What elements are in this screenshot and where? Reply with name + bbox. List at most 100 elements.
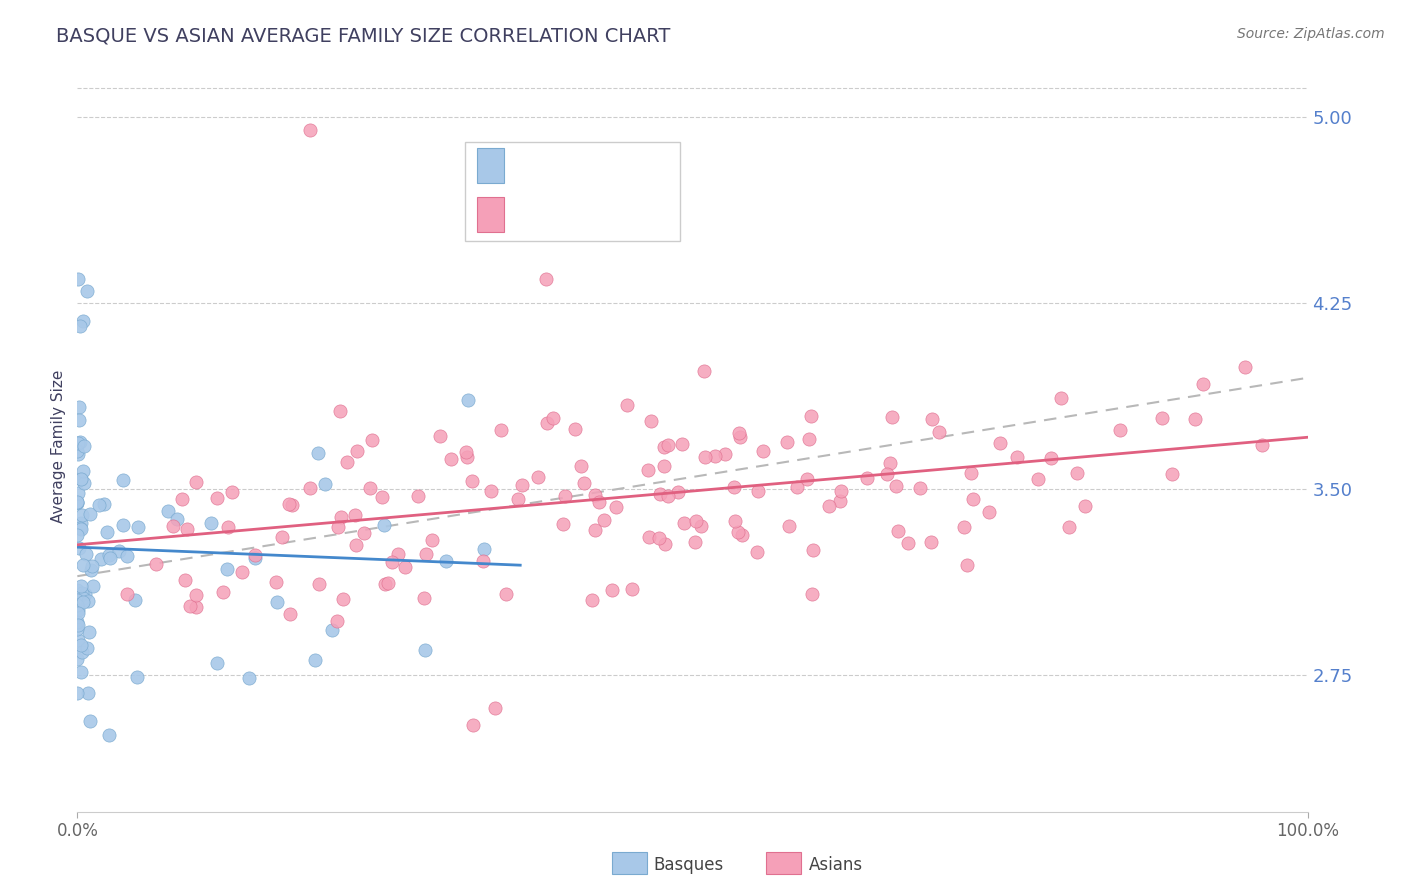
Point [70, 522, 93, 536]
Point [67, 541, 90, 555]
Point [98, 728, 121, 742]
Point [693, 364, 716, 378]
Point [184, 589, 207, 603]
Point [456, 450, 478, 464]
Point [415, 547, 437, 561]
Point [66, 444, 89, 458]
Point [66, 495, 89, 509]
Point [1039, 451, 1062, 466]
Point [264, 575, 287, 590]
Point [77, 593, 100, 607]
Point [329, 403, 352, 417]
Point [374, 577, 396, 591]
Point [377, 575, 399, 590]
Point [776, 434, 799, 449]
Point [800, 409, 823, 424]
Text: 149: 149 [631, 205, 672, 225]
Point [217, 520, 239, 534]
Point [215, 562, 238, 576]
Point [127, 670, 149, 684]
Point [652, 459, 675, 474]
Point [373, 518, 395, 533]
Point [588, 495, 610, 509]
Point [67, 413, 90, 427]
Point [170, 491, 193, 506]
Point [115, 587, 138, 601]
Point [69, 318, 91, 333]
Point [70, 508, 93, 523]
Point [1109, 423, 1132, 437]
Point [67, 400, 90, 414]
Point [75, 587, 97, 601]
Point [174, 573, 197, 587]
Point [270, 530, 292, 544]
Point [93, 497, 115, 511]
Point [1184, 412, 1206, 426]
Point [200, 516, 222, 531]
Point [650, 486, 672, 500]
Point [471, 554, 494, 568]
Point [797, 433, 820, 447]
Point [648, 532, 671, 546]
Point [70, 472, 93, 486]
Point [1005, 450, 1028, 464]
Point [67, 447, 90, 461]
Point [728, 430, 751, 444]
Point [654, 537, 676, 551]
Point [70, 645, 93, 659]
Point [856, 471, 879, 485]
Point [1251, 437, 1274, 451]
Point [495, 587, 517, 601]
Point [75, 547, 97, 561]
Point [727, 425, 749, 440]
Point [522, 180, 544, 194]
FancyBboxPatch shape [477, 147, 505, 183]
Point [727, 524, 749, 539]
Point [387, 547, 409, 561]
Point [747, 545, 769, 559]
Point [921, 411, 943, 425]
Point [583, 488, 606, 502]
Point [406, 489, 429, 503]
Point [551, 517, 574, 532]
Point [112, 518, 135, 533]
Point [574, 475, 596, 490]
Point [541, 410, 564, 425]
Point [308, 577, 330, 591]
Point [714, 447, 737, 461]
Point [307, 446, 329, 460]
Point [66, 583, 89, 598]
Point [884, 479, 907, 493]
Y-axis label: Average Family Size: Average Family Size [51, 369, 66, 523]
Point [830, 483, 852, 498]
Text: R =: R = [516, 205, 560, 225]
Point [412, 591, 434, 605]
FancyBboxPatch shape [477, 197, 505, 233]
Point [666, 485, 689, 500]
Point [67, 271, 90, 285]
Point [66, 598, 89, 612]
Point [162, 519, 184, 533]
Point [66, 622, 89, 636]
Text: Basques: Basques [654, 856, 724, 874]
Point [69, 435, 91, 450]
Point [205, 656, 228, 670]
Point [69, 521, 91, 535]
Text: BASQUE VS ASIAN AVERAGE FAMILY SIZE CORRELATION CHART: BASQUE VS ASIAN AVERAGE FAMILY SIZE CORR… [56, 27, 671, 45]
Point [434, 554, 457, 568]
Point [72, 558, 94, 572]
Text: 0.104: 0.104 [551, 155, 613, 175]
Point [69, 516, 91, 530]
Point [747, 484, 769, 499]
Point [73, 439, 96, 453]
Point [70, 472, 93, 486]
Point [370, 491, 392, 505]
Point [724, 514, 747, 528]
Point [69, 638, 91, 652]
Point [800, 587, 823, 601]
Point [90, 552, 112, 566]
Point [66, 633, 89, 648]
Point [534, 271, 557, 285]
Point [245, 548, 267, 562]
Point [479, 483, 502, 498]
